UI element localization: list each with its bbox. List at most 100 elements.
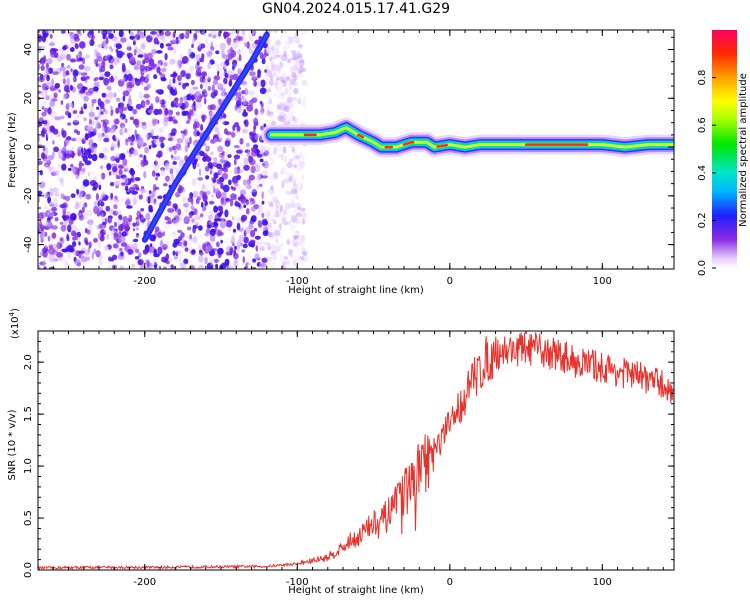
noise-speck xyxy=(191,43,194,49)
x-tick-label: -200 xyxy=(133,577,156,588)
noise-speck xyxy=(287,115,292,121)
noise-speck xyxy=(113,74,117,80)
spectrogram-xlabel: Height of straight line (km) xyxy=(288,285,424,296)
noise-speck xyxy=(59,177,64,184)
noise-speck xyxy=(46,58,53,65)
noise-speck xyxy=(73,118,79,123)
noise-speck xyxy=(92,186,97,191)
noise-speck xyxy=(283,50,287,58)
noise-speck xyxy=(175,43,180,50)
noise-speck xyxy=(280,254,285,262)
noise-speck xyxy=(292,51,296,58)
noise-speck xyxy=(91,153,98,162)
noise-speck xyxy=(202,156,208,162)
noise-speck xyxy=(148,190,152,195)
noise-speck xyxy=(151,143,157,148)
noise-speck xyxy=(79,250,85,254)
noise-speck xyxy=(265,101,270,110)
noise-speck xyxy=(300,241,305,248)
noise-speck xyxy=(88,139,94,147)
noise-speck xyxy=(291,64,297,72)
noise-speck xyxy=(230,131,236,138)
noise-speck xyxy=(299,154,306,160)
noise-speck xyxy=(238,36,244,41)
noise-speck xyxy=(51,98,58,102)
noise-speck xyxy=(166,240,170,245)
noise-speck xyxy=(72,119,80,126)
noise-speck xyxy=(132,149,138,157)
noise-speck xyxy=(98,136,102,142)
noise-speck xyxy=(294,230,300,235)
noise-speck xyxy=(186,250,191,254)
noise-speck xyxy=(201,71,207,77)
noise-speck xyxy=(176,215,182,223)
noise-speck xyxy=(294,66,301,72)
noise-speck xyxy=(260,263,267,268)
noise-speck xyxy=(67,102,74,108)
noise-speck xyxy=(52,151,55,157)
noise-speck xyxy=(214,218,218,223)
noise-speck xyxy=(220,61,224,67)
noise-speck xyxy=(135,227,139,231)
noise-speck xyxy=(156,50,163,54)
noise-speck xyxy=(38,160,43,165)
noise-speck xyxy=(192,140,197,146)
noise-speck xyxy=(38,90,43,94)
noise-speck xyxy=(226,49,233,54)
noise-speck xyxy=(70,109,74,114)
noise-speck xyxy=(74,228,82,232)
noise-speck xyxy=(59,204,66,209)
noise-speck xyxy=(69,47,75,52)
noise-speck xyxy=(119,153,124,160)
noise-speck xyxy=(48,212,54,220)
noise-speck xyxy=(282,258,288,264)
noise-speck xyxy=(128,123,132,131)
noise-speck xyxy=(278,94,285,100)
noise-speck xyxy=(155,176,158,181)
noise-speck xyxy=(217,229,223,237)
noise-speck xyxy=(198,264,205,269)
noise-speck xyxy=(57,163,61,168)
noise-speck xyxy=(108,76,115,83)
noise-speck xyxy=(215,263,219,269)
noise-speck xyxy=(280,56,287,61)
noise-speck xyxy=(108,175,114,179)
noise-speck xyxy=(80,76,87,82)
noise-speck xyxy=(239,138,244,145)
noise-speck xyxy=(222,121,230,126)
noise-speck xyxy=(129,142,134,146)
noise-speck xyxy=(114,195,118,201)
noise-speck xyxy=(294,73,297,82)
noise-speck xyxy=(44,204,48,210)
noise-speck xyxy=(208,200,215,205)
noise-speck xyxy=(108,33,114,39)
noise-speck xyxy=(194,96,201,101)
noise-speck xyxy=(132,242,138,250)
noise-speck xyxy=(222,184,230,193)
noise-speck xyxy=(127,54,131,60)
noise-speck xyxy=(105,246,110,252)
noise-speck xyxy=(133,38,138,43)
noise-speck xyxy=(195,215,199,222)
noise-speck xyxy=(290,197,296,205)
noise-speck xyxy=(133,65,140,71)
noise-speck xyxy=(101,59,105,67)
noise-speck xyxy=(97,200,101,207)
noise-speck xyxy=(66,53,71,61)
noise-speck xyxy=(259,108,265,115)
noise-speck xyxy=(293,32,299,37)
noise-speck xyxy=(47,196,51,204)
noise-speck xyxy=(207,76,211,83)
noise-speck xyxy=(190,79,195,86)
noise-speck xyxy=(200,114,207,121)
noise-speck xyxy=(146,260,150,268)
noise-speck xyxy=(240,196,247,204)
noise-speck xyxy=(233,60,236,67)
noise-speck xyxy=(284,41,291,50)
noise-speck xyxy=(110,105,113,110)
noise-speck xyxy=(177,208,182,216)
noise-speck xyxy=(85,54,90,59)
noise-speck xyxy=(169,58,176,65)
noise-speck xyxy=(39,233,44,240)
